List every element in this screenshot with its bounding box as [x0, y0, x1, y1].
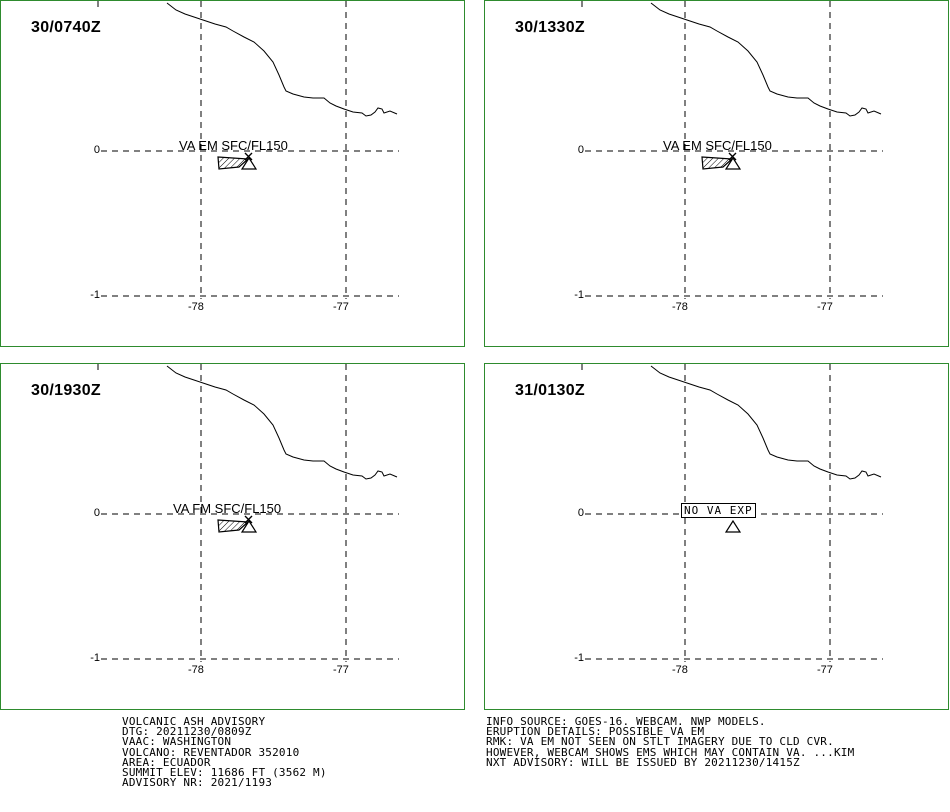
latitude-tick-label: -1: [90, 652, 100, 664]
volcano-icon: [724, 156, 742, 170]
forecast-panel-2: 30/1330Z VA EM SFC/FL150 0 -1 -78 -77: [484, 0, 949, 347]
forecast-panel-3: 30/1930Z VA FM SFC/FL150 0 -1 -78 -77: [0, 363, 465, 710]
advisory-remarks-line: HOWEVER, WEBCAM SHOWS EMS WHICH MAY CONT…: [486, 745, 855, 759]
ash-area-polygon: [217, 519, 250, 533]
longitude-tick-label: -77: [817, 301, 833, 313]
coastline: [166, 365, 398, 480]
latitude-tick-label: -1: [574, 289, 584, 301]
latitude-tick-label: 0: [93, 144, 100, 156]
advisory-remarks-line: INFO SOURCE: GOES-16. WEBCAM. NWP MODELS…: [486, 715, 766, 728]
latitude-tick-label: 0: [577, 144, 584, 156]
advisory-remarks: INFO SOURCE: GOES-16. WEBCAM. NWP MODELS…: [486, 715, 855, 769]
panel-valid-time: 30/0740Z: [31, 19, 102, 36]
coastline: [650, 2, 882, 117]
map-canvas: [97, 364, 399, 662]
advisory-header-line: SUMMIT ELEV: 11686 FT (3562 M): [122, 766, 327, 780]
longitude-tick-label: -77: [817, 664, 833, 676]
advisory-header-line: AREA: ECUADOR: [122, 755, 211, 769]
longitude-tick-label: -77: [333, 664, 349, 676]
ash-layer-label: VA FM SFC/FL150: [173, 501, 282, 516]
latitude-tick-label: 0: [93, 507, 100, 519]
panel-valid-time: 30/1930Z: [31, 382, 102, 399]
ash-area-polygon: [217, 156, 250, 170]
advisory-remarks-line: NXT ADVISORY: WILL BE ISSUED BY 20211230…: [486, 755, 800, 769]
no-ash-label: NO VA EXP: [681, 503, 756, 518]
volcano-icon: [240, 156, 258, 170]
advisory-header-line: VOLCANO: REVENTADOR 352010: [122, 745, 300, 759]
ash-area-polygon: [701, 156, 734, 170]
longitude-tick-label: -78: [188, 664, 204, 676]
panel-valid-time: 31/0130Z: [515, 382, 586, 399]
longitude-tick-label: -78: [672, 301, 688, 313]
advisory-header-line: VAAC: WASHINGTON: [122, 735, 232, 749]
volcano-icon: [724, 519, 742, 533]
map-canvas: [581, 364, 883, 662]
advisory-remarks-line: ERUPTION DETAILS: POSSIBLE VA EM: [486, 725, 705, 739]
ash-layer-label: VA EM SFC/FL150: [179, 138, 288, 153]
ash-layer-label: VA EM SFC/FL150: [663, 138, 772, 153]
latitude-tick-label: 0: [577, 507, 584, 519]
advisory-remarks-line: RMK: VA EM NOT SEEN ON STLT IMAGERY DUE …: [486, 735, 834, 749]
advisory-header-line: DTG: 20211230/0809Z: [122, 725, 252, 739]
advisory-header: VOLCANIC ASH ADVISORY DTG: 20211230/0809Z…: [122, 715, 327, 790]
forecast-panel-1: 30/0740Z VA EM SFC/FL150 0 -1 -78 -77: [0, 0, 465, 347]
map-canvas: [97, 1, 399, 299]
eruption-marker-icon: [728, 152, 737, 161]
advisory-header-line: VOLCANIC ASH ADVISORY: [122, 715, 266, 728]
eruption-marker-icon: [244, 515, 253, 524]
coastline: [650, 365, 882, 480]
map-canvas: [581, 1, 883, 299]
panel-valid-time: 30/1330Z: [515, 19, 586, 36]
advisory-header-line: ADVISORY NR: 2021/1193: [122, 776, 273, 790]
longitude-tick-label: -78: [188, 301, 204, 313]
forecast-panel-4: 31/0130Z NO VA EXP 0 -1 -78 -77: [484, 363, 949, 710]
longitude-tick-label: -78: [672, 664, 688, 676]
volcano-icon: [240, 519, 258, 533]
latitude-tick-label: -1: [574, 652, 584, 664]
coastline: [166, 2, 398, 117]
eruption-marker-icon: [244, 152, 253, 161]
longitude-tick-label: -77: [333, 301, 349, 313]
latitude-tick-label: -1: [90, 289, 100, 301]
